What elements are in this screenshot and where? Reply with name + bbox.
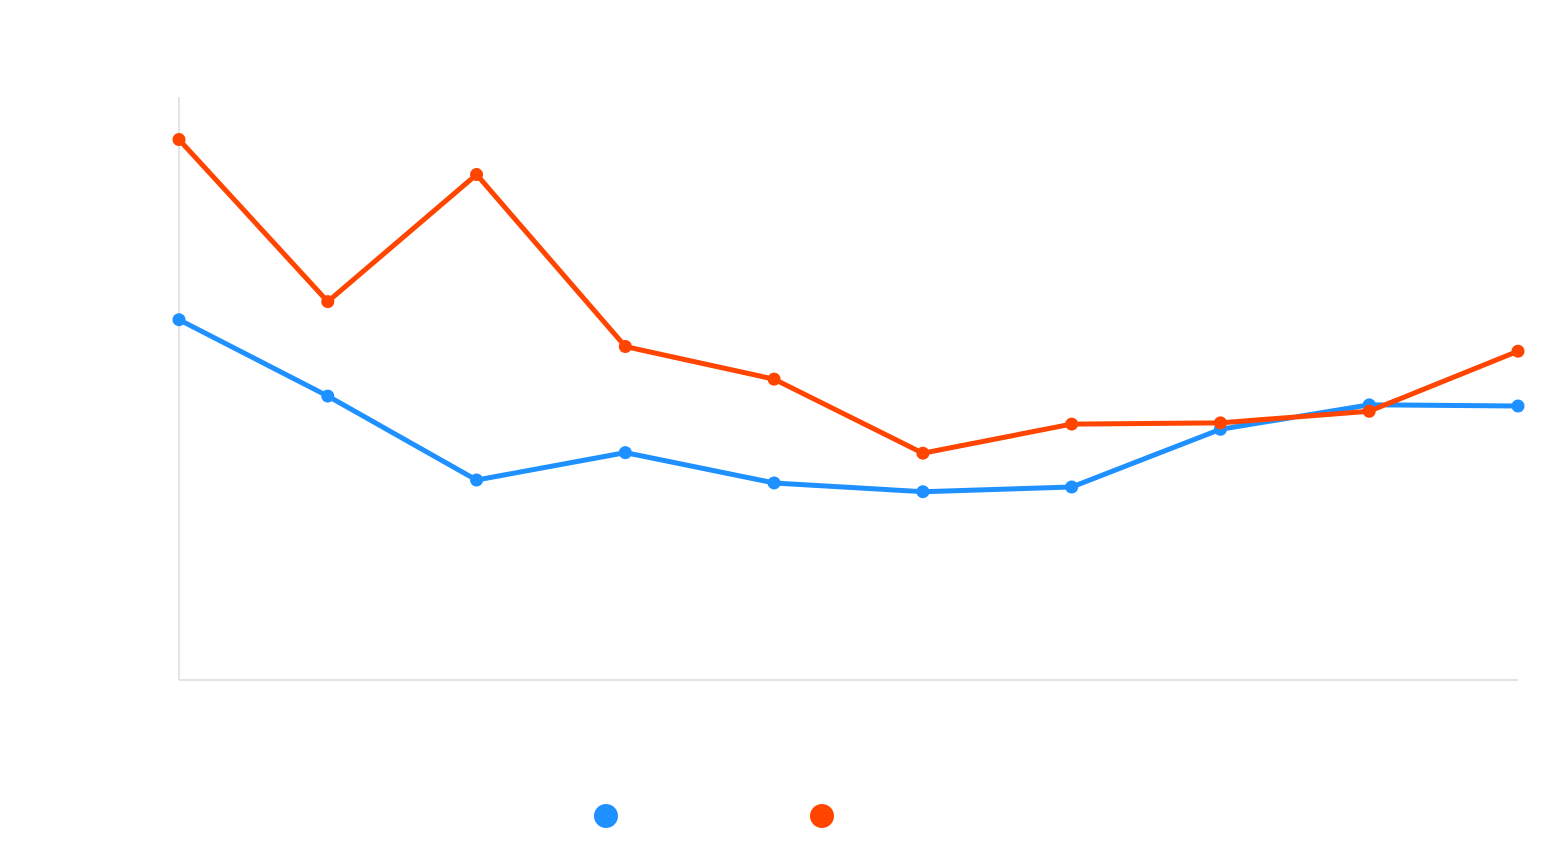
series-2-line	[176, 137, 1521, 456]
series-1-point-10	[1511, 399, 1525, 413]
series-2-point-5	[767, 372, 781, 386]
legend-marker-series-2	[810, 804, 834, 828]
legend-marker-series-1	[594, 804, 618, 828]
series-1-point-3	[470, 473, 484, 487]
series-1-point-1	[172, 313, 186, 327]
series-2-point-10	[1511, 344, 1525, 358]
series-1-point-5	[767, 476, 781, 490]
axes	[178, 97, 1518, 681]
plot-area	[172, 133, 1525, 499]
series-2-point-3	[470, 168, 484, 182]
series-2-point-2	[321, 295, 335, 309]
series-2-point-1	[172, 133, 186, 147]
series-1-point-4	[618, 446, 632, 460]
series-1-line	[176, 317, 1521, 495]
series-2-point-9	[1362, 404, 1376, 418]
series-2-point-6	[916, 446, 930, 460]
series-2-point-7	[1065, 417, 1079, 431]
series-1-point-7	[1065, 480, 1079, 494]
legend	[594, 804, 834, 828]
series-2-point-8	[1213, 416, 1227, 430]
series-1-point-2	[321, 389, 335, 403]
series-2-point-4	[618, 340, 632, 354]
series-1-point-6	[916, 485, 930, 499]
